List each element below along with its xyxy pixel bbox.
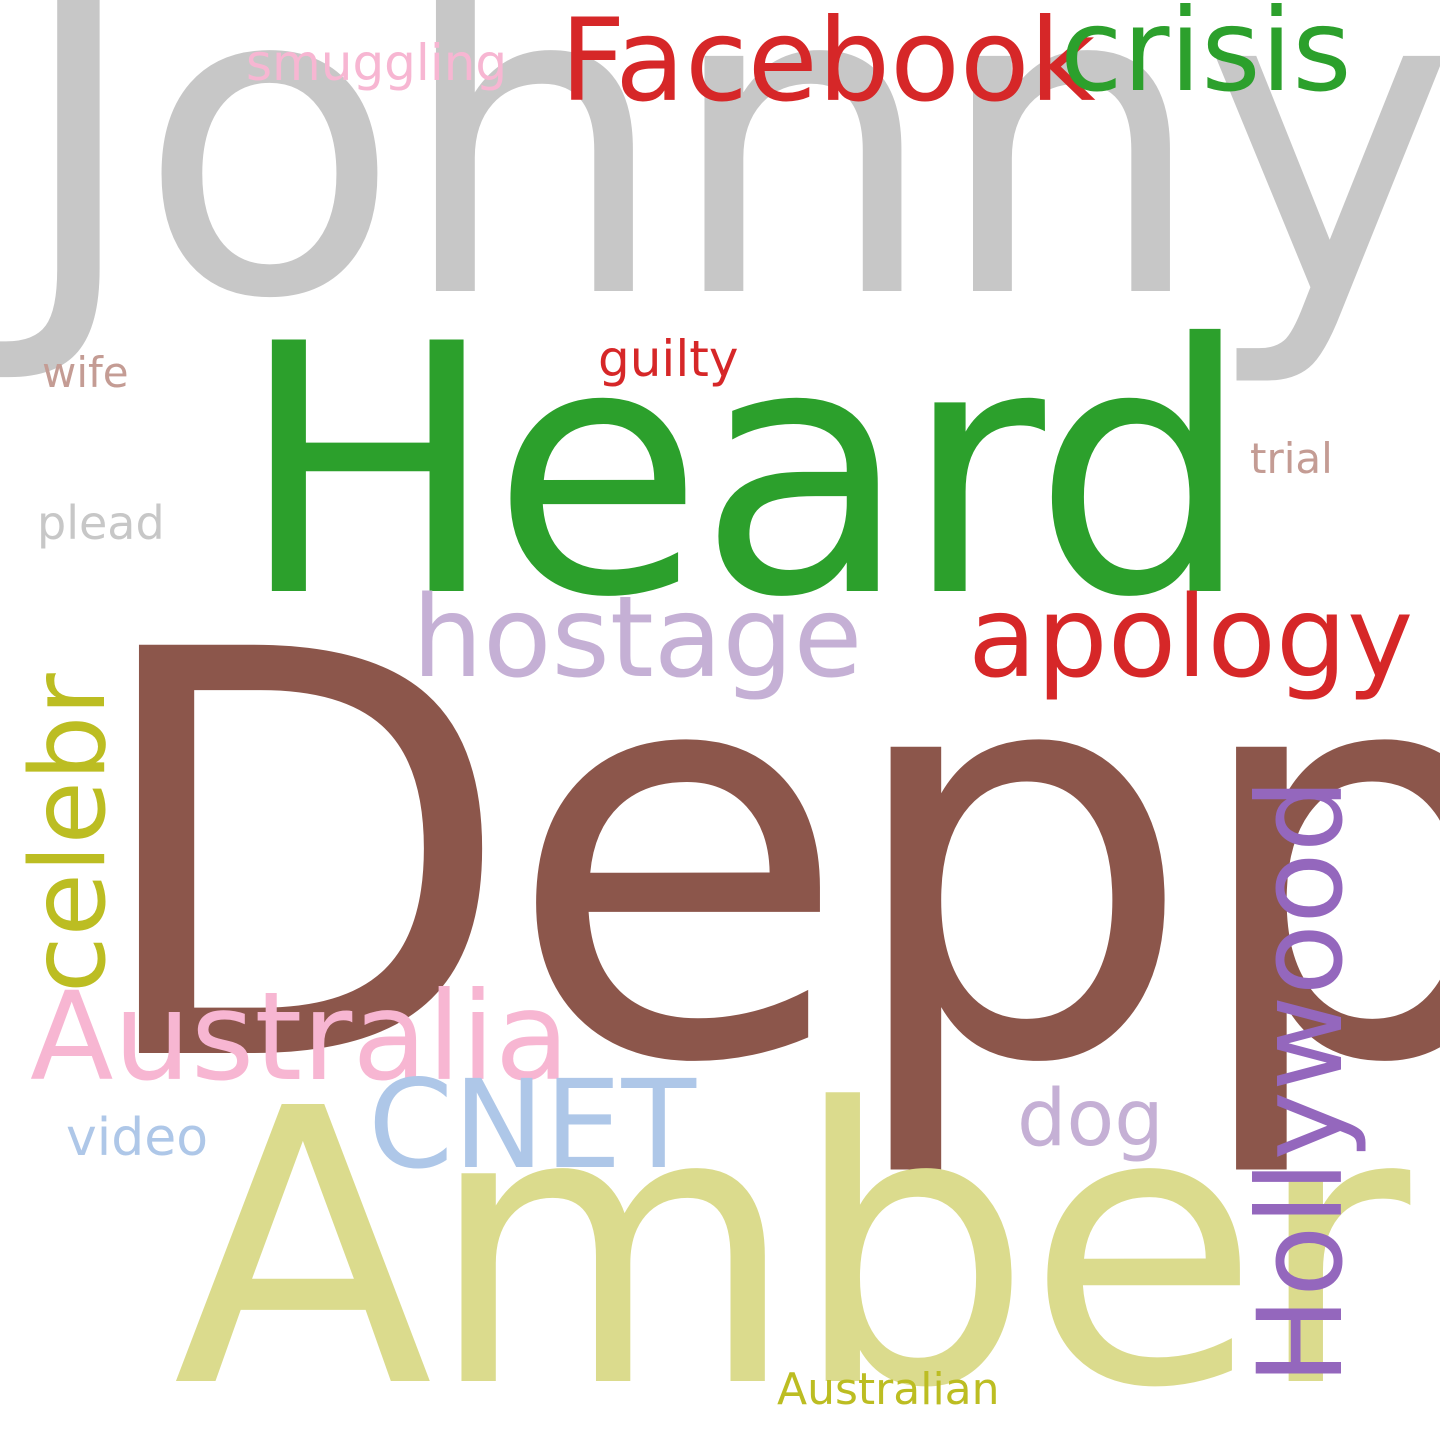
word-wife: wife (42, 348, 129, 397)
word-trial: trial (1250, 434, 1333, 483)
word-dog: dog (1017, 1074, 1164, 1164)
word-smuggling: smuggling (246, 34, 508, 92)
word-hostage: hostage (412, 573, 863, 703)
word-cnet: CNET (368, 1054, 697, 1196)
word-guilty: guilty (598, 330, 739, 388)
word-video: video (66, 1108, 209, 1168)
word-facebook: Facebook (560, 0, 1096, 127)
word-crisis: crisis (1060, 0, 1352, 117)
word-amber: Amber (173, 1028, 1410, 1440)
word-apology: apology (968, 573, 1414, 703)
word-hollywood: Hollywood (1232, 778, 1369, 1385)
word-johnny: Johnny (15, 0, 1440, 393)
word-depp: Depp (84, 534, 1440, 1186)
word-heard: Heard (238, 272, 1252, 673)
word-australia: Australia (30, 966, 570, 1108)
word-australian: Australian (777, 1364, 1000, 1415)
word-plead: plead (37, 496, 165, 550)
word-celebr: celebr (9, 673, 129, 993)
